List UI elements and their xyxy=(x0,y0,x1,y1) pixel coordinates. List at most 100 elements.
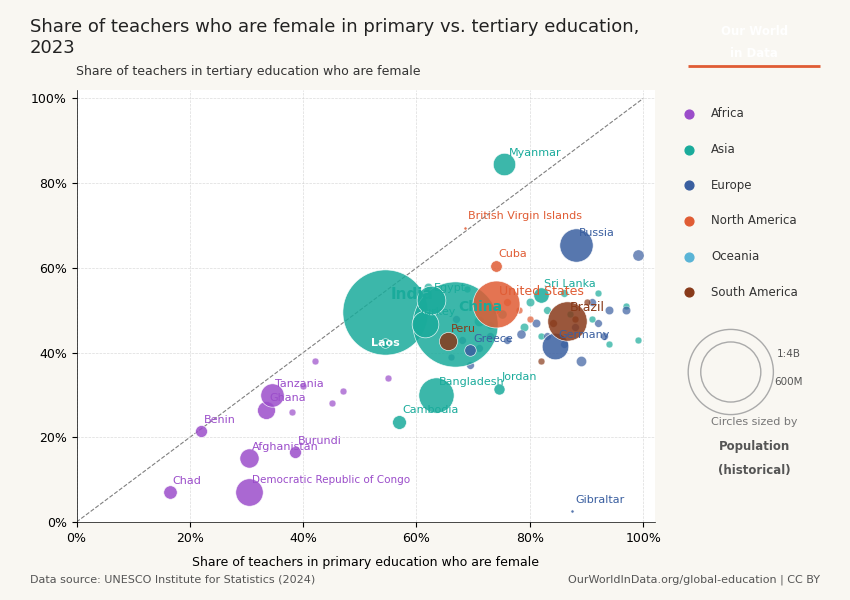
Point xyxy=(421,282,434,292)
Point xyxy=(535,290,548,300)
Text: Cambodia: Cambodia xyxy=(402,405,459,415)
Point xyxy=(484,320,497,330)
Point xyxy=(603,305,616,315)
Point xyxy=(523,297,536,307)
Text: Myanmar: Myanmar xyxy=(509,148,562,158)
Text: Afghanistan: Afghanistan xyxy=(252,442,319,452)
Point xyxy=(563,310,576,319)
Point xyxy=(325,398,338,408)
Text: Ghana: Ghana xyxy=(269,394,306,403)
Text: Tanzania: Tanzania xyxy=(275,379,324,389)
Text: in Data: in Data xyxy=(730,47,779,59)
Text: Turkey: Turkey xyxy=(419,307,456,317)
Point xyxy=(591,289,604,298)
Text: Asia: Asia xyxy=(711,143,736,156)
Point xyxy=(512,305,525,315)
Point xyxy=(472,316,485,326)
Point xyxy=(514,329,528,338)
Text: North America: North America xyxy=(711,214,797,227)
Point xyxy=(529,318,542,328)
Point xyxy=(620,301,633,311)
Point xyxy=(463,346,477,355)
Point xyxy=(495,310,508,319)
Point xyxy=(586,297,599,307)
Point xyxy=(569,314,582,323)
Text: 1:4B: 1:4B xyxy=(777,349,801,359)
Point xyxy=(382,373,395,383)
Text: OurWorldInData.org/global-education | CC BY: OurWorldInData.org/global-education | CC… xyxy=(569,575,820,585)
Text: Oceania: Oceania xyxy=(711,250,760,263)
Point xyxy=(195,426,208,436)
Point xyxy=(603,340,616,349)
Text: Peru: Peru xyxy=(450,325,475,334)
Text: Our World: Our World xyxy=(721,25,788,38)
Text: Democratic Republic of Congo: Democratic Republic of Congo xyxy=(252,475,411,485)
Point xyxy=(586,314,599,323)
Point xyxy=(458,223,472,232)
Point xyxy=(501,335,514,344)
Point xyxy=(489,261,502,271)
Text: 600M: 600M xyxy=(774,377,803,386)
Point xyxy=(574,356,587,366)
Point xyxy=(535,331,548,340)
Text: Data source: UNESCO Institute for Statistics (2024): Data source: UNESCO Institute for Statis… xyxy=(30,575,315,585)
Point xyxy=(484,331,497,340)
Point xyxy=(378,308,392,317)
Point xyxy=(557,289,570,298)
Point xyxy=(535,356,548,366)
Point xyxy=(546,318,559,328)
Text: Share of teachers who are female in primary vs. tertiary education,
2023: Share of teachers who are female in prim… xyxy=(30,18,639,57)
Point xyxy=(557,340,570,349)
Text: Circles sized by: Circles sized by xyxy=(711,418,797,427)
Text: South America: South America xyxy=(711,286,798,299)
Point xyxy=(631,250,644,260)
Text: Laos: Laos xyxy=(371,338,400,348)
Point xyxy=(259,405,273,415)
Point xyxy=(501,297,514,307)
Point xyxy=(288,448,302,457)
Point xyxy=(497,160,511,169)
Point xyxy=(455,335,468,344)
Point xyxy=(548,341,562,351)
Point xyxy=(565,506,579,516)
Point xyxy=(620,305,633,315)
Text: Egypt: Egypt xyxy=(434,283,466,293)
Point xyxy=(597,331,610,340)
Point xyxy=(297,382,310,391)
Point xyxy=(492,384,506,394)
Point xyxy=(580,297,593,307)
Text: Europe: Europe xyxy=(711,179,753,192)
Point xyxy=(489,305,502,315)
Point xyxy=(285,407,298,416)
Point xyxy=(540,305,553,315)
Text: Russia: Russia xyxy=(579,228,615,238)
Point xyxy=(308,356,321,366)
Point xyxy=(523,314,536,323)
Point xyxy=(472,344,485,353)
Text: Bangladesh: Bangladesh xyxy=(439,377,505,388)
Text: Gibraltar: Gibraltar xyxy=(575,495,625,505)
Point xyxy=(540,331,553,340)
Text: Benin: Benin xyxy=(204,415,235,425)
Point xyxy=(569,322,582,332)
Point xyxy=(450,314,463,323)
Point xyxy=(518,322,531,332)
Text: British Virgin Islands: British Virgin Islands xyxy=(468,211,581,221)
Point xyxy=(378,338,392,348)
Text: (historical): (historical) xyxy=(718,464,791,477)
Text: Share of teachers in tertiary education who are female: Share of teachers in tertiary education … xyxy=(76,65,421,78)
Point xyxy=(489,299,502,308)
Point xyxy=(591,318,604,328)
Text: Brazil: Brazil xyxy=(570,301,604,314)
Text: Africa: Africa xyxy=(711,107,745,121)
Point xyxy=(570,240,583,250)
Text: Population: Population xyxy=(719,440,790,453)
Point xyxy=(461,284,474,294)
Point xyxy=(463,361,477,370)
Point xyxy=(242,487,256,496)
Point xyxy=(444,352,457,362)
Point xyxy=(441,336,455,346)
Text: United States: United States xyxy=(499,284,584,298)
Text: Greece: Greece xyxy=(473,334,513,344)
Text: Jordan: Jordan xyxy=(502,372,537,382)
